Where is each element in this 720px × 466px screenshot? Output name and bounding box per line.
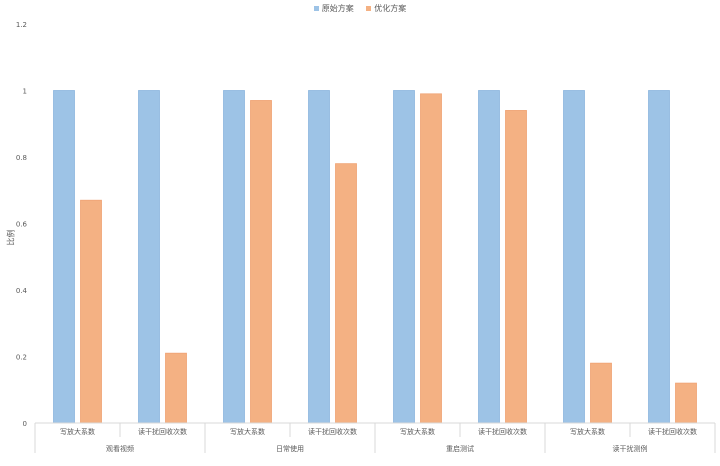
bar-original xyxy=(648,90,670,424)
bar-original xyxy=(138,90,160,424)
legend-item-series-0: 原始方案 xyxy=(313,3,354,14)
bar-original xyxy=(563,90,585,424)
y-tick-label: 0.8 xyxy=(16,154,27,162)
bar-original xyxy=(393,90,415,424)
x-tick-label: 写放大系数 xyxy=(60,427,95,436)
group-label: 日常使用 xyxy=(276,444,304,453)
bar-optimized xyxy=(335,163,357,424)
chart-legend: 原始方案 优化方案 xyxy=(0,3,720,14)
bar-original xyxy=(53,90,75,424)
y-tick-label: 0.2 xyxy=(16,354,27,362)
bar-optimized xyxy=(250,100,272,424)
y-tick-label: 0 xyxy=(23,420,27,428)
bar-original xyxy=(223,90,245,424)
group-label: 读干扰测例 xyxy=(613,444,648,453)
bar-optimized xyxy=(420,93,442,424)
y-tick-label: 0.4 xyxy=(16,287,28,295)
bar-original xyxy=(478,90,500,424)
bar-optimized xyxy=(80,199,102,424)
legend-label-series-0: 原始方案 xyxy=(321,4,354,13)
bar-optimized xyxy=(165,352,187,424)
x-tick-label: 读干扰回收次数 xyxy=(138,427,187,436)
legend-swatch-series-0 xyxy=(313,6,319,11)
x-tick-label: 读干扰回收次数 xyxy=(648,427,697,436)
legend-swatch-series-1 xyxy=(366,6,372,11)
x-tick-label: 写放大系数 xyxy=(570,427,605,436)
group-label: 观看视频 xyxy=(106,444,134,453)
y-tick-label: 1 xyxy=(23,88,27,96)
group-label: 重启测试 xyxy=(446,444,474,453)
x-tick-label: 写放大系数 xyxy=(400,427,435,436)
bar-optimized xyxy=(590,362,612,424)
x-tick-label: 写放大系数 xyxy=(230,427,265,436)
bar-optimized xyxy=(675,382,697,424)
x-tick-label: 读干扰回收次数 xyxy=(478,427,527,436)
x-tick-label: 读干扰回收次数 xyxy=(308,427,357,436)
bar-optimized xyxy=(505,110,527,424)
legend-label-series-1: 优化方案 xyxy=(374,4,407,13)
y-tick-label: 1.2 xyxy=(16,21,27,29)
bar-original xyxy=(308,90,330,424)
y-tick-label: 0.6 xyxy=(16,221,28,229)
legend-item-series-1: 优化方案 xyxy=(366,3,406,14)
